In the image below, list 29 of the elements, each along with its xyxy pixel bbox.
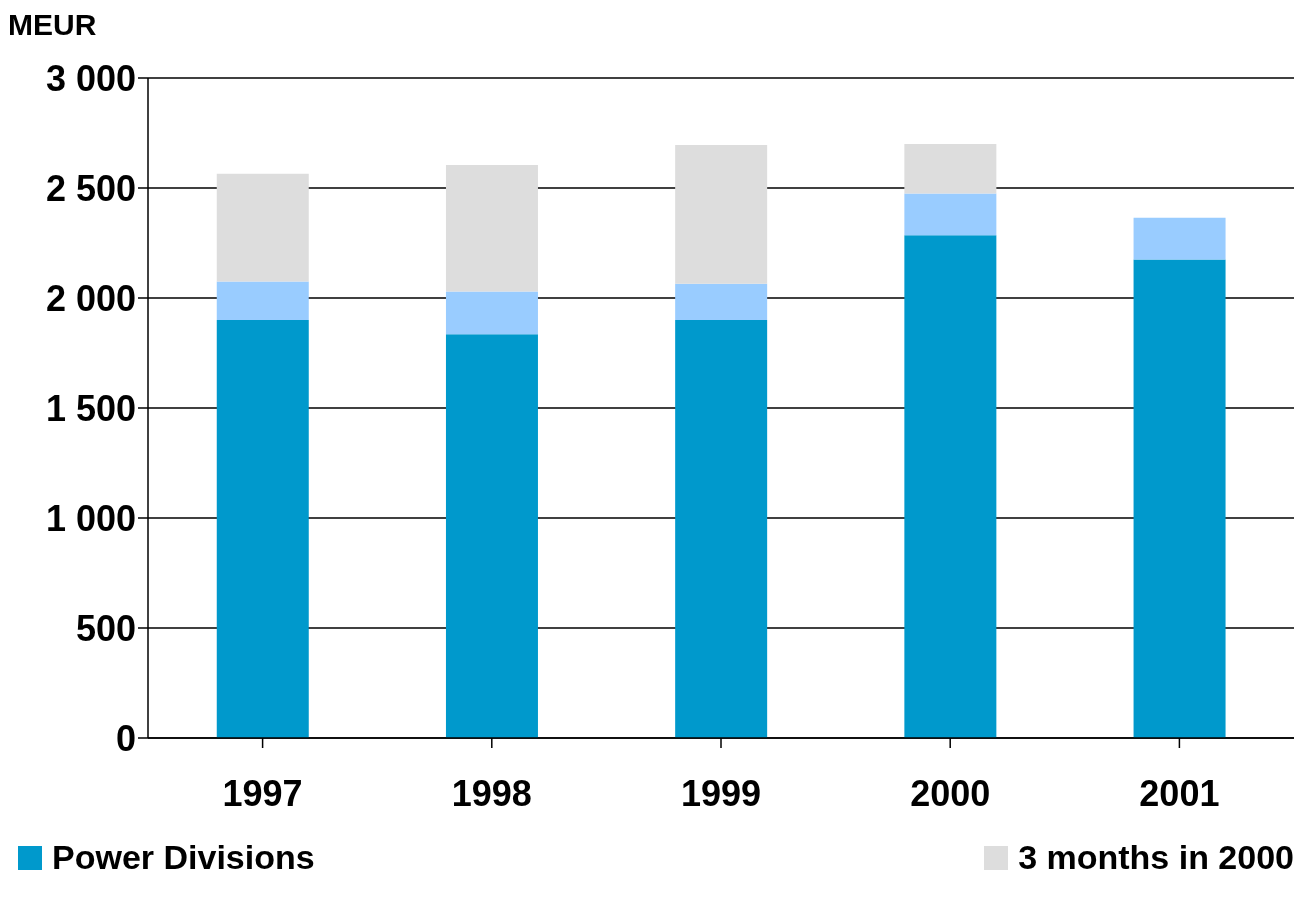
y-tick-label: 3 000 xyxy=(45,57,136,99)
x-tick-label: 1997 xyxy=(222,772,303,814)
x-tick-label: 1999 xyxy=(680,772,762,814)
y-tick-label: 500 xyxy=(75,607,136,649)
bar xyxy=(216,320,309,738)
bar xyxy=(904,144,997,194)
x-tick-label: 2001 xyxy=(1139,772,1220,814)
bar xyxy=(904,235,997,738)
y-tick-label: 1 500 xyxy=(45,387,136,429)
y-tick-label: 2 500 xyxy=(45,167,136,209)
y-tick-label: 2 000 xyxy=(45,277,136,319)
bar xyxy=(216,173,309,282)
bar xyxy=(445,334,538,738)
y-tick-label: 0 xyxy=(115,717,136,759)
x-tick-label: 2000 xyxy=(910,772,991,814)
bar xyxy=(675,320,768,738)
bar xyxy=(1133,217,1226,260)
bar xyxy=(216,281,309,320)
bar xyxy=(445,291,538,335)
bar xyxy=(675,283,768,320)
legend-label: 3 months in 2000 xyxy=(1018,838,1294,877)
bar xyxy=(904,193,997,236)
legend-label: Power Divisions xyxy=(52,838,315,877)
x-tick-label: 1998 xyxy=(451,772,532,814)
bar xyxy=(445,164,538,292)
y-tick-label: 1 000 xyxy=(45,497,136,539)
y-axis-title: MEUR xyxy=(8,8,98,43)
bar xyxy=(1133,259,1226,738)
bar xyxy=(675,145,768,284)
